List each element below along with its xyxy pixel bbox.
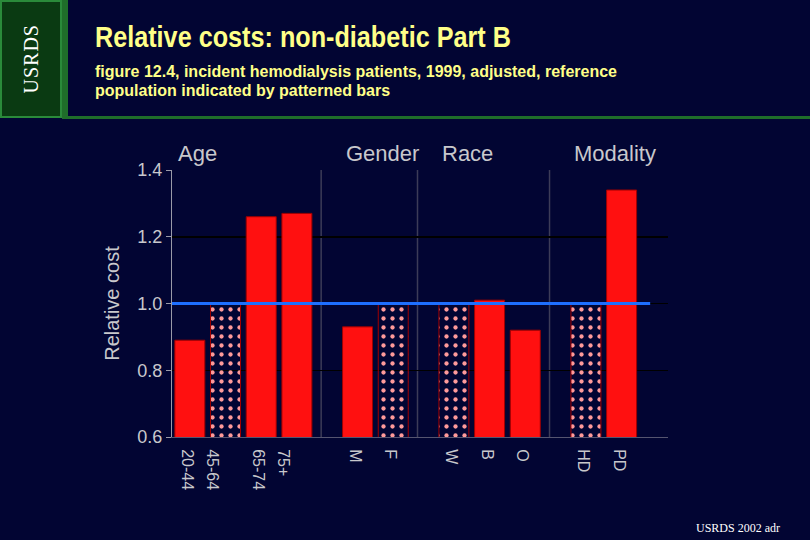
svg-text:1.0: 1.0 <box>137 294 162 314</box>
svg-text:O: O <box>514 449 531 461</box>
svg-text:W: W <box>443 449 460 465</box>
svg-text:HD: HD <box>575 449 592 472</box>
svg-text:B: B <box>479 449 496 460</box>
svg-text:Modality: Modality <box>574 141 656 166</box>
svg-text:20-44: 20-44 <box>179 449 196 490</box>
svg-text:0.8: 0.8 <box>137 361 162 381</box>
svg-text:Age: Age <box>178 141 217 166</box>
svg-text:M: M <box>347 449 364 462</box>
svg-text:Relative cost: Relative cost <box>101 246 123 361</box>
html-text:USRDS 2002 adr: USRDS 2002 adr <box>696 521 780 535</box>
svg-text:1.4: 1.4 <box>137 160 162 180</box>
html-text:USRDS: USRDS <box>19 24 42 94</box>
svg-text:PD: PD <box>611 449 628 471</box>
svg-text:65-74: 65-74 <box>250 449 267 490</box>
svg-text:0.6: 0.6 <box>137 427 162 447</box>
svg-text:75+: 75+ <box>275 449 292 476</box>
svg-text:F: F <box>382 449 399 459</box>
svg-text:Race: Race <box>442 141 493 166</box>
html-text:figure 12.4, incident hemodial: figure 12.4, incident hemodialysis patie… <box>95 63 617 99</box>
svg-text:45-64: 45-64 <box>204 449 221 490</box>
html-text:Relative costs: non-diabetic P: Relative costs: non-diabetic Part B <box>95 20 511 53</box>
svg-text:Gender: Gender <box>346 141 419 166</box>
svg-text:1.2: 1.2 <box>137 227 162 247</box>
